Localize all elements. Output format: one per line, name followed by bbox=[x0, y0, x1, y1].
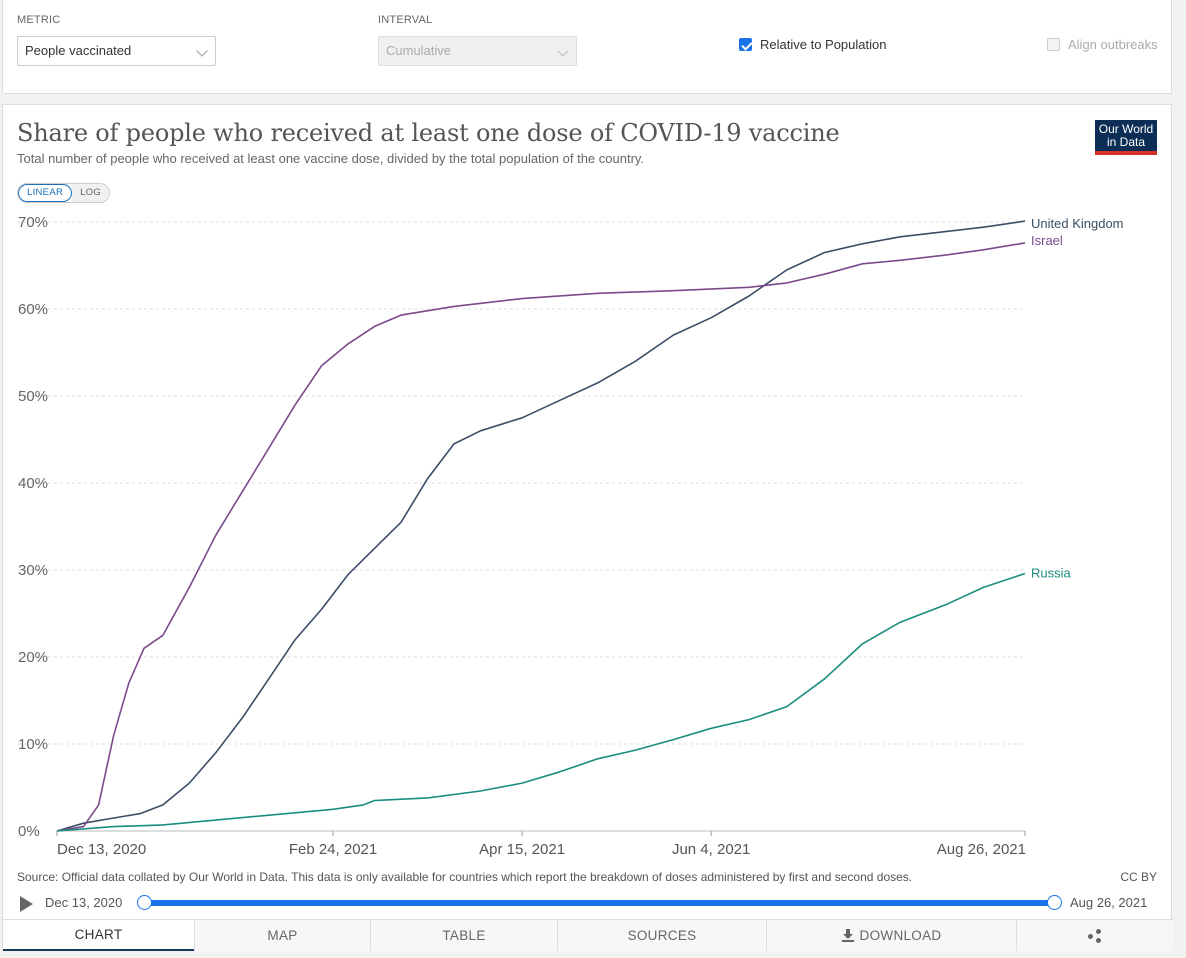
series-label-israel: Israel bbox=[1031, 233, 1063, 248]
tab-chart[interactable]: CHART bbox=[3, 920, 194, 951]
relative-to-population-label: Relative to Population bbox=[760, 37, 887, 52]
chart-card: Share of people who received at least on… bbox=[2, 104, 1173, 951]
y-tick-label: 70% bbox=[18, 214, 48, 231]
tab-chart-label: CHART bbox=[74, 927, 123, 942]
metric-select-value: People vaccinated bbox=[25, 43, 132, 58]
logo-line-2: in Data bbox=[1106, 135, 1146, 149]
logo-line-1: Our World bbox=[1098, 122, 1154, 136]
tab-download[interactable]: DOWNLOAD bbox=[766, 920, 1016, 951]
timeline-start-handle[interactable] bbox=[137, 895, 152, 910]
align-outbreaks-checkbox[interactable] bbox=[1047, 38, 1060, 51]
series-line-israel bbox=[56, 242, 1026, 832]
y-tick-label: 40% bbox=[18, 475, 48, 492]
tab-download-label: DOWNLOAD bbox=[859, 928, 942, 943]
align-outbreaks-label: Align outbreaks bbox=[1068, 37, 1158, 52]
chevron-down-icon bbox=[557, 45, 569, 57]
timeline-end-handle[interactable] bbox=[1047, 895, 1062, 910]
chevron-down-icon bbox=[196, 45, 208, 57]
y-tick-label: 50% bbox=[18, 388, 48, 405]
linear-scale-button[interactable]: LINEAR bbox=[18, 184, 73, 202]
timeline: Dec 13, 2020 Aug 26, 2021 bbox=[3, 891, 1173, 917]
x-tick-label: Dec 13, 2020 bbox=[57, 841, 146, 858]
x-tick-label: Feb 24, 2021 bbox=[289, 841, 377, 858]
scale-toggle: LINEAR LOG bbox=[17, 183, 111, 203]
interval-select-value: Cumulative bbox=[386, 43, 452, 58]
share-button[interactable] bbox=[1016, 920, 1173, 951]
tab-bar: CHART MAP TABLE SOURCES DOWNLOAD bbox=[3, 919, 1173, 951]
interval-select[interactable]: Cumulative bbox=[378, 36, 577, 66]
tab-sources-label: SOURCES bbox=[627, 928, 697, 943]
metric-label: METRIC bbox=[17, 14, 61, 26]
timeline-end-label: Aug 26, 2021 bbox=[1070, 895, 1148, 910]
tab-map-label: MAP bbox=[267, 928, 298, 943]
tab-table-label: TABLE bbox=[442, 928, 486, 943]
relative-to-population-checkbox[interactable] bbox=[739, 38, 752, 51]
log-scale-button[interactable]: LOG bbox=[72, 184, 110, 202]
source-note: Source: Official data collated by Our Wo… bbox=[17, 870, 913, 884]
x-tick-label: Jun 4, 2021 bbox=[672, 841, 750, 858]
line-chart: 0% 10% 20% 30% 40% 50% 60% 70% Dec 13, 2020 Feb 2… bbox=[18, 214, 1124, 858]
chart-subtitle: Total number of people who received at l… bbox=[17, 151, 645, 166]
timeline-track[interactable] bbox=[144, 900, 1056, 906]
owid-logo[interactable]: Our World in Data bbox=[1095, 120, 1157, 155]
download-icon bbox=[841, 929, 854, 942]
interval-label: INTERVAL bbox=[378, 14, 433, 26]
x-tick-label: Apr 15, 2021 bbox=[479, 841, 565, 858]
chart-title: Share of people who received at least on… bbox=[17, 119, 840, 147]
align-outbreaks-toggle[interactable]: Align outbreaks bbox=[1047, 37, 1158, 52]
metric-select[interactable]: People vaccinated bbox=[17, 36, 216, 66]
controls-bar: METRIC People vaccinated INTERVAL Cumula… bbox=[2, 0, 1172, 94]
y-tick-label: 30% bbox=[18, 562, 48, 579]
tab-map[interactable]: MAP bbox=[194, 920, 370, 951]
tab-sources[interactable]: SOURCES bbox=[557, 920, 766, 951]
y-tick-label: 0% bbox=[18, 823, 40, 840]
x-tick-label: Aug 26, 2021 bbox=[937, 841, 1026, 858]
series-label-united-kingdom: United Kingdom bbox=[1031, 216, 1124, 231]
y-tick-label: 10% bbox=[18, 736, 48, 753]
play-icon[interactable] bbox=[20, 896, 33, 912]
relative-to-population-toggle[interactable]: Relative to Population bbox=[739, 37, 886, 52]
y-tick-label: 60% bbox=[18, 301, 48, 318]
share-icon bbox=[1088, 928, 1102, 943]
tab-table[interactable]: TABLE bbox=[370, 920, 557, 951]
y-tick-label: 20% bbox=[18, 649, 48, 666]
series-line-united-kingdom bbox=[56, 220, 1026, 832]
license-link[interactable]: CC BY bbox=[1120, 870, 1157, 884]
series-line-russia bbox=[56, 572, 1026, 832]
series-label-russia: Russia bbox=[1031, 565, 1072, 580]
timeline-start-label: Dec 13, 2020 bbox=[45, 895, 123, 910]
